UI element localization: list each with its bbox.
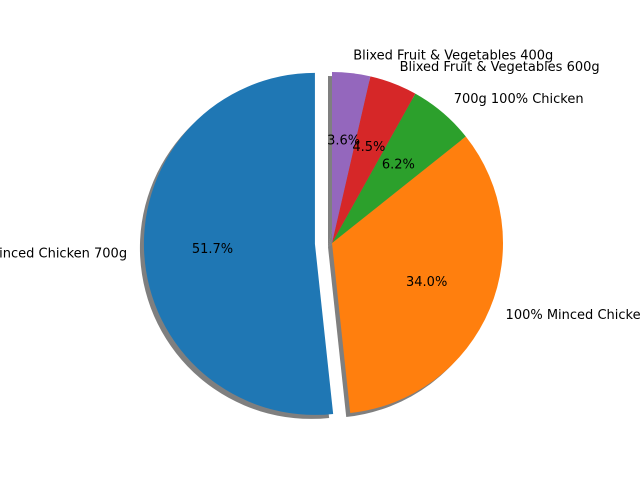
percent-label-blixed-fruit-vegetables-600g: 4.5% xyxy=(352,140,385,155)
slice-minced-chicken-700g xyxy=(143,72,334,415)
slice-label-minced-chicken-700g: Minced Chicken 700g xyxy=(0,246,127,261)
percent-label-100-minced-chicken: 34.0% xyxy=(406,275,447,290)
slice-label-100-minced-chicken: 100% Minced Chicken xyxy=(506,308,640,323)
percent-label-minced-chicken-700g: 51.7% xyxy=(192,242,233,257)
slice-700g-100-chicken xyxy=(332,93,466,243)
slice-label-700g-100-chicken: 700g 100% Chicken xyxy=(454,92,584,107)
slices xyxy=(143,72,503,415)
slice-blixed-fruit-vegetables-600g xyxy=(332,76,416,244)
slice-100-minced-chicken xyxy=(332,136,503,414)
slice-labels: Minced Chicken 700g 100% Minced Chicken 70… xyxy=(0,49,640,323)
percent-label-blixed-fruit-vegetables-400g: 3.6% xyxy=(327,134,360,149)
slice-label-blixed-fruit-vegetables-600g: Blixed Fruit & Vegetables 600g xyxy=(400,60,600,75)
slice-blixed-fruit-vegetables-400g xyxy=(332,72,371,243)
slice-label-blixed-fruit-vegetables-400g: Blixed Fruit & Vegetables 400g xyxy=(353,49,553,64)
percent-labels: 51.7% 34.0% 6.2% 4.5%3.6% xyxy=(192,134,448,291)
percent-label-700g-100-chicken: 6.2% xyxy=(382,157,415,172)
